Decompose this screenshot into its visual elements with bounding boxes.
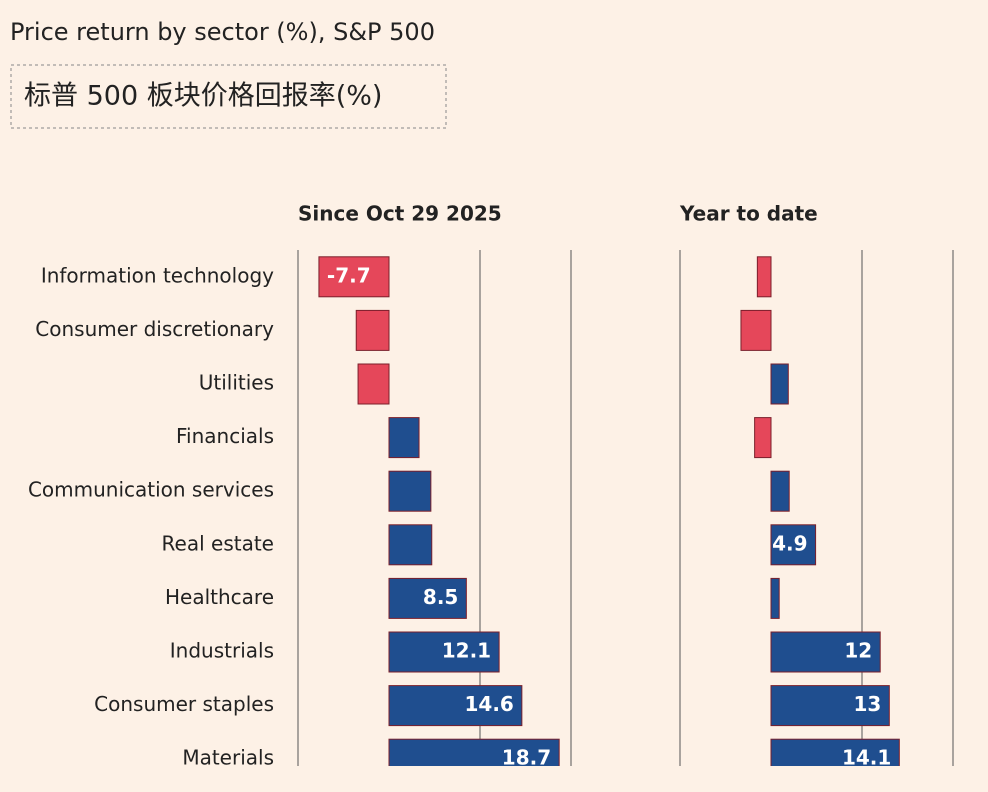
bar [388, 577, 467, 619]
value-label: -7.7 [327, 263, 371, 287]
chart-subtitle: 标普 500 板块价格回报率(%) [24, 81, 382, 112]
bar [388, 685, 523, 727]
category-label: Information technology [41, 263, 274, 287]
bar [388, 470, 432, 512]
value-label: 14.6 [465, 692, 514, 716]
bar [770, 577, 780, 619]
value-label: 12 [844, 639, 872, 663]
bar [770, 470, 790, 512]
bar [770, 363, 789, 405]
bar [770, 631, 881, 673]
value-label: 14.1 [842, 746, 891, 770]
value-label: 18.7 [502, 746, 551, 770]
chart-title: Price return by sector (%), S&P 500 [10, 18, 435, 46]
panel-header: Since Oct 29 2025 [298, 202, 502, 226]
bar [770, 738, 900, 766]
bar [388, 417, 420, 459]
category-label: Consumer discretionary [35, 317, 274, 341]
bar [770, 685, 890, 727]
value-label: 13 [853, 692, 881, 716]
category-label: Communication services [28, 478, 274, 502]
category-label: Utilities [199, 371, 274, 395]
bar [754, 417, 772, 459]
plot: Information technology Consumer discretio… [28, 202, 954, 770]
category-label: Materials [182, 746, 274, 770]
panel-header: Year to date [679, 202, 818, 226]
value-label: 4.9 [772, 531, 807, 555]
bar [388, 631, 500, 673]
subtitle-box [10, 64, 447, 129]
bar [388, 738, 560, 766]
category-label: Financials [176, 424, 274, 448]
value-label: 12.1 [442, 639, 491, 663]
category-label: Real estate [162, 531, 274, 555]
bar [740, 309, 772, 351]
bar [357, 363, 390, 405]
bar [355, 309, 390, 351]
bar [770, 524, 817, 566]
bar [388, 524, 433, 566]
category-label: Healthcare [165, 585, 274, 609]
value-label: 8.5 [423, 585, 458, 609]
bar [756, 256, 772, 298]
category-label: Consumer staples [94, 692, 274, 716]
category-label: Industrials [170, 639, 274, 663]
bar [318, 256, 390, 298]
